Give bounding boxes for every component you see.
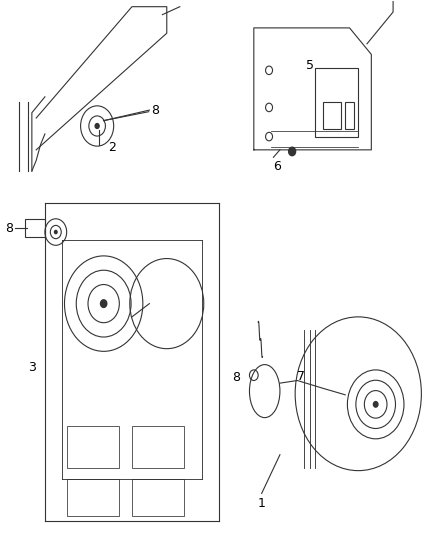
Bar (132, 479, 184, 516)
Circle shape (54, 230, 57, 233)
Bar (25, 219, 45, 237)
Bar (67, 479, 119, 516)
Text: 6: 6 (273, 160, 281, 173)
Text: 5: 5 (306, 59, 314, 71)
Text: 8: 8 (152, 103, 159, 117)
Circle shape (374, 401, 378, 407)
Bar (132, 425, 184, 468)
Text: 8: 8 (6, 222, 14, 235)
Text: 1: 1 (258, 497, 265, 510)
Text: 3: 3 (28, 361, 36, 374)
Circle shape (101, 300, 107, 308)
Bar (323, 102, 341, 128)
Circle shape (95, 124, 99, 128)
Bar (315, 68, 358, 136)
Circle shape (289, 147, 296, 156)
Bar (67, 425, 119, 468)
Text: 7: 7 (297, 370, 305, 383)
Text: 8: 8 (232, 372, 240, 384)
Text: 2: 2 (108, 141, 116, 154)
Bar (345, 102, 354, 128)
